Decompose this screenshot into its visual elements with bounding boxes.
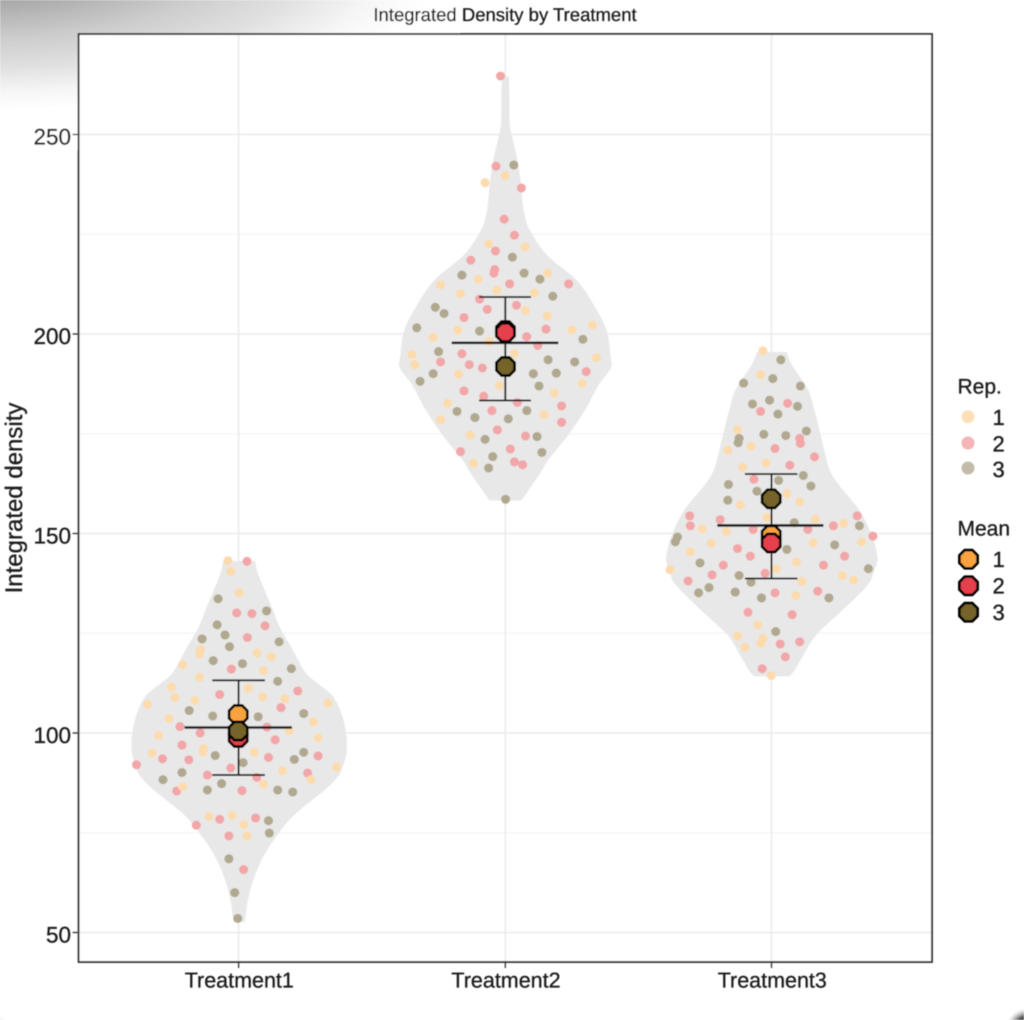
svg-text:150: 150 (33, 524, 71, 549)
svg-text:Treatment3: Treatment3 (718, 969, 827, 993)
svg-text:200: 200 (33, 324, 71, 349)
svg-text:100: 100 (33, 723, 71, 748)
svg-text:3: 3 (993, 457, 1005, 482)
svg-text:2: 2 (993, 432, 1005, 457)
svg-text:Treatment1: Treatment1 (185, 969, 294, 993)
svg-text:2: 2 (993, 574, 1005, 599)
svg-text:Integrated Density by Treatmen: Integrated Density by Treatment (373, 4, 636, 25)
svg-text:1: 1 (993, 405, 1005, 430)
svg-text:1: 1 (993, 547, 1005, 572)
svg-text:50: 50 (46, 923, 71, 948)
svg-text:Integrated density: Integrated density (1, 403, 28, 594)
svg-text:Rep.: Rep. (958, 376, 1002, 399)
svg-text:3: 3 (993, 600, 1005, 625)
svg-text:250: 250 (33, 125, 71, 150)
svg-text:Mean: Mean (958, 517, 1011, 540)
svg-text:Treatment2: Treatment2 (451, 969, 560, 993)
